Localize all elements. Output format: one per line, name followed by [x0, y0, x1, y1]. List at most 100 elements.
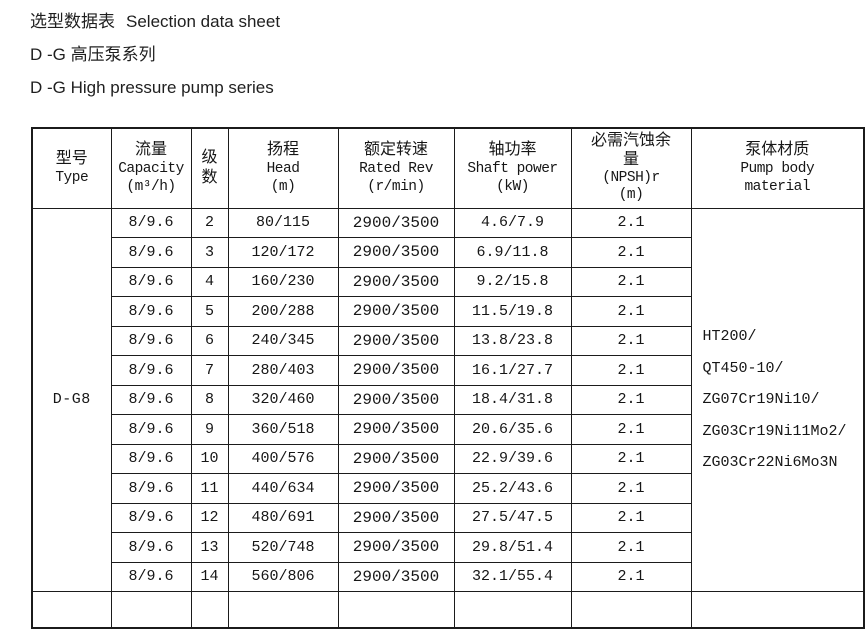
cell-head: 240/345: [227, 325, 339, 356]
series-title-en: D -G High pressure pump series: [30, 78, 274, 97]
table-row: D-G8 8/9.6 2 80/115 2900/3500 4.6/7.9 2.1 HT200…: [31, 207, 865, 592]
cell-head: 480/691: [227, 502, 339, 533]
cell-shaft-power: 16.1/27.7: [453, 355, 572, 386]
cell-head: 320/460: [227, 384, 339, 415]
table-row: 8/9.6 4 160/230 2900/3500 9.2/15.8 2.1: [32, 266, 864, 297]
header-material-en-1: Pump body: [740, 161, 815, 178]
cell-rated-rev: 2900/3500: [337, 414, 455, 445]
cell-rated-rev: 2900/3500: [337, 502, 455, 533]
cell-shaft-power: 18.4/31.8: [453, 384, 572, 415]
cell-shaft-power: 11.5/19.8: [453, 296, 572, 327]
cell-capacity: 8/9.6: [110, 384, 192, 415]
cell-stages: 2: [190, 207, 229, 238]
cell-head: 560/806: [227, 561, 339, 592]
header-capacity: 流量 Capacity (m³/h): [110, 127, 192, 209]
cell-npsh: 2.1: [570, 473, 692, 504]
table-row: 8/9.6 6 240/345 2900/3500 13.8/23.8 2.1: [32, 325, 864, 356]
header-material: 泵体材质 Pump body material: [690, 127, 865, 209]
cell-shaft-power: 32.1/55.4: [453, 561, 572, 592]
header-material-en-2: material: [744, 179, 811, 196]
material-line: ZG03Cr22Ni6Mo3N: [702, 454, 838, 471]
cell-capacity: 8/9.6: [110, 443, 192, 474]
cell-rated-rev: 2900/3500: [337, 237, 455, 268]
cell-empty: [337, 591, 455, 628]
cell-rated-rev: 2900/3500: [337, 532, 455, 563]
cell-capacity: 8/9.6: [110, 296, 192, 327]
cell-empty: [453, 591, 572, 628]
cell-head: 280/403: [227, 355, 339, 386]
cell-rated-rev: 2900/3500: [337, 266, 455, 297]
cell-empty: [31, 591, 112, 628]
header-shaft-power-zh: 轴功率: [488, 141, 537, 160]
cell-npsh: 2.1: [570, 355, 692, 386]
table-body: D-G8 8/9.6 2 80/115 2900/3500 4.6/7.9 2.1 HT200…: [31, 207, 865, 628]
selection-data-table: 型号 Type 流量 Capacity (m³/h) 级 数 扬程 Head (…: [31, 127, 865, 629]
cell-npsh: 2.1: [570, 443, 692, 474]
cell-capacity: 8/9.6: [110, 266, 192, 297]
cell-head: 200/288: [227, 296, 339, 327]
sheet-title: 选型数据表 Selection data sheet: [30, 5, 280, 38]
cell-npsh: 2.1: [570, 325, 692, 356]
cell-capacity: 8/9.6: [110, 414, 192, 445]
cell-head: 520/748: [227, 532, 339, 563]
cell-npsh: 2.1: [570, 561, 692, 592]
cell-shaft-power: 6.9/11.8: [453, 237, 572, 268]
cell-head: 120/172: [227, 237, 339, 268]
cell-empty: [190, 591, 229, 628]
cell-capacity: 8/9.6: [110, 237, 192, 268]
cell-rated-rev: 2900/3500: [337, 384, 455, 415]
cell-shaft-power: 27.5/47.5: [453, 502, 572, 533]
cell-stages: 3: [190, 237, 229, 268]
header-npsh-en: (NPSH)r: [602, 170, 660, 187]
cell-rated-rev: 2900/3500: [337, 473, 455, 504]
cell-stages: 12: [190, 502, 229, 533]
cell-shaft-power: 9.2/15.8: [453, 266, 572, 297]
header-capacity-en: Capacity: [118, 161, 184, 178]
table-row: 8/9.6 13 520/748 2900/3500 29.8/51.4 2.1: [32, 532, 864, 563]
header-shaft-power-unit: (kW): [496, 179, 529, 196]
cell-empty: [570, 591, 692, 628]
title-block: 选型数据表 Selection data sheet D -G 高压泵系列 D -…: [30, 5, 280, 104]
header-stages-zh-2: 数: [201, 169, 218, 188]
header-npsh-zh-1: 必需汽蚀余: [590, 132, 671, 151]
table-row: 8/9.6 3 120/172 2900/3500 6.9/11.8 2.1: [32, 237, 864, 268]
header-shaft-power: 轴功率 Shaft power (kW): [453, 127, 572, 209]
table-header: 型号 Type 流量 Capacity (m³/h) 级 数 扬程 Head (…: [31, 127, 865, 209]
table-row: 8/9.6 14 560/806 2900/3500 32.1/55.4 2.1: [32, 561, 864, 592]
cell-material-value: HT200/QT450-10/ZG07Cr19Ni10/ZG03Cr19Ni11…: [690, 207, 865, 592]
cell-type-value: D-G8: [31, 207, 112, 592]
cell-npsh: 2.1: [570, 266, 692, 297]
header-rated-rev-unit: (r/min): [367, 179, 425, 196]
header-npsh-unit: (m): [618, 187, 644, 204]
cell-stages: 9: [190, 414, 229, 445]
cell-empty: [227, 591, 339, 628]
cell-head: 440/634: [227, 473, 339, 504]
cell-shaft-power: 29.8/51.4: [453, 532, 572, 563]
cell-stages: 4: [190, 266, 229, 297]
header-material-zh: 泵体材质: [745, 141, 810, 160]
cell-stages: 13: [190, 532, 229, 563]
material-line: HT200/: [702, 328, 757, 345]
cell-npsh: 2.1: [570, 237, 692, 268]
header-row: 型号 Type 流量 Capacity (m³/h) 级 数 扬程 Head (…: [31, 127, 865, 209]
cell-stages: 6: [190, 325, 229, 356]
cell-npsh: 2.1: [570, 207, 692, 238]
cell-stages: 7: [190, 355, 229, 386]
material-line: QT450-10/: [702, 359, 784, 377]
cell-npsh: 2.1: [570, 502, 692, 533]
cell-rated-rev: 2900/3500: [337, 207, 455, 238]
header-rated-rev-en: Rated Rev: [359, 161, 433, 178]
cell-rated-rev: 2900/3500: [337, 443, 455, 474]
material-line: ZG07Cr19Ni10/: [702, 391, 820, 408]
table-row: 8/9.6 7 280/403 2900/3500 16.1/27.7 2.1: [32, 355, 864, 386]
header-capacity-zh: 流量: [134, 141, 167, 160]
header-head-en: Head: [266, 161, 300, 178]
cell-empty: [690, 591, 865, 628]
cell-stages: 14: [190, 561, 229, 592]
cell-shaft-power: 4.6/7.9: [453, 207, 572, 238]
cell-shaft-power: 25.2/43.6: [453, 473, 572, 504]
header-rated-rev-zh: 额定转速: [363, 141, 428, 160]
table-row: 8/9.6 8 320/460 2900/3500 18.4/31.8 2.1: [32, 384, 864, 415]
cell-capacity: 8/9.6: [110, 473, 192, 504]
